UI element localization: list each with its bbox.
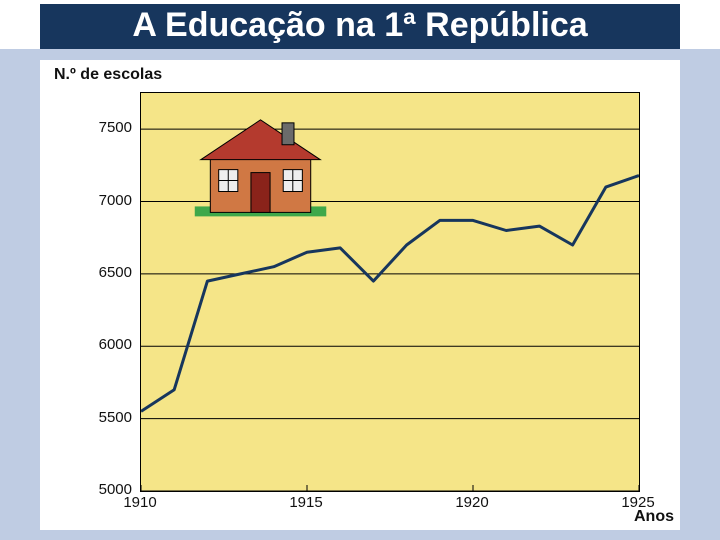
xtick-label: 1915	[281, 494, 331, 511]
ytick-label: 7000	[82, 192, 132, 209]
title-bar: A Educação na 1ª República	[0, 0, 720, 49]
chart-card: N.º de escolas Anos 50005500600065007000…	[40, 60, 680, 530]
chart-plot	[140, 92, 640, 492]
page-title: A Educação na 1ª República	[132, 6, 587, 44]
xtick-label: 1910	[115, 494, 165, 511]
xtick-label: 1920	[447, 494, 497, 511]
y-axis-label: N.º de escolas	[54, 66, 162, 84]
ytick-label: 6000	[82, 336, 132, 353]
ytick-label: 5500	[82, 409, 132, 426]
title-box: A Educação na 1ª República	[40, 4, 680, 49]
ytick-label: 6500	[82, 264, 132, 281]
chart-svg	[141, 93, 639, 491]
slide: A Educação na 1ª República N.º de escola…	[0, 0, 720, 540]
xtick-label: 1925	[613, 494, 663, 511]
ytick-label: 7500	[82, 119, 132, 136]
